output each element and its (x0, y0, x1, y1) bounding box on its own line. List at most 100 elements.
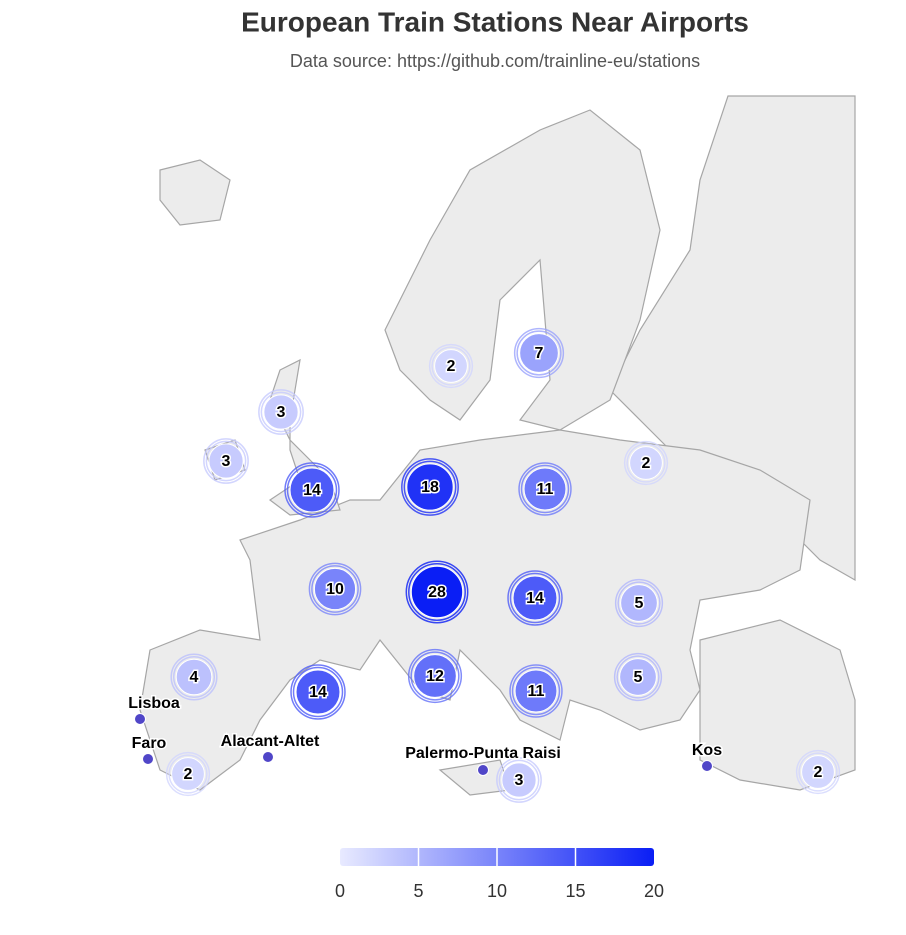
cluster-ring (292, 666, 344, 718)
cluster-label: 11 (537, 481, 554, 498)
cluster (413, 654, 457, 698)
cluster-ring (626, 443, 666, 483)
cluster-ring (798, 752, 838, 792)
cluster-ring (260, 391, 302, 433)
cluster-ring (511, 666, 561, 716)
cluster-label: 2 (642, 455, 651, 472)
cluster (523, 467, 567, 511)
cluster (801, 755, 835, 789)
cluster-label: 2 (184, 766, 193, 783)
tick-label: 0 (335, 881, 345, 901)
cluster-ring (431, 346, 471, 386)
tick-label: 5 (413, 881, 423, 901)
cluster (512, 575, 558, 621)
cluster-ring (284, 462, 340, 518)
color-axis: 0 5 10 15 20 (335, 848, 664, 901)
cluster-ring (516, 330, 562, 376)
cluster-ring (509, 572, 561, 624)
point-label: Kos (692, 742, 722, 759)
cluster-label: 10 (326, 581, 344, 598)
cluster (434, 349, 468, 383)
cluster-label: 5 (634, 669, 643, 686)
cluster (620, 584, 658, 622)
cluster-ring (616, 655, 660, 699)
title: European Train Stations Near Airports (241, 6, 749, 37)
cluster-label: 14 (309, 684, 327, 701)
tick-label: 20 (644, 881, 664, 901)
point-label: Palermo-Punta Raisi (405, 745, 561, 762)
cluster-label: 3 (222, 453, 231, 470)
cluster (406, 463, 454, 511)
point (701, 760, 713, 772)
clusters: 2 7 3 3 14 18 11 2 10 28 14 5 4 14 12 11 5 2 3 2 (165, 327, 841, 803)
cluster (208, 443, 244, 479)
cluster-ring (509, 664, 563, 718)
cluster-ring (172, 655, 216, 699)
cluster-ring (795, 749, 841, 795)
cluster (519, 333, 559, 373)
cluster-ring (518, 462, 572, 516)
cluster-label: 14 (526, 590, 544, 607)
cluster (514, 669, 558, 713)
cluster-label: 3 (515, 772, 524, 789)
cluster-ring (496, 757, 542, 803)
point (262, 751, 274, 763)
cluster-label: 28 (428, 584, 446, 601)
cluster-label: 2 (814, 764, 823, 781)
cluster-label: 2 (447, 358, 456, 375)
cluster-label: 14 (303, 482, 321, 499)
cluster (410, 565, 464, 619)
cluster-ring (401, 458, 459, 516)
cluster-label: 5 (635, 595, 644, 612)
cluster-label: 18 (421, 479, 439, 496)
cluster-ring (428, 343, 474, 389)
cluster-ring (170, 653, 218, 701)
cluster-label: 4 (190, 669, 199, 686)
cluster-ring (613, 652, 663, 702)
cluster-ring (165, 751, 211, 797)
cluster-ring (405, 560, 469, 624)
cluster-ring (498, 759, 540, 801)
cluster-ring (168, 754, 208, 794)
cluster-label: 12 (426, 668, 444, 685)
cluster-ring (203, 438, 249, 484)
cluster-ring (290, 664, 346, 720)
point-label: Lisboa (128, 695, 180, 712)
cluster-ring (286, 464, 338, 516)
cluster-ring (513, 327, 565, 379)
cluster (263, 394, 299, 430)
cluster (289, 467, 335, 513)
cluster (175, 658, 213, 696)
subtitle: Data source: https://github.com/trainlin… (290, 51, 700, 71)
cluster-ring (623, 440, 669, 486)
tick-label: 15 (565, 881, 585, 901)
cluster-ring (311, 565, 359, 613)
cluster-ring (614, 578, 664, 628)
cluster (619, 658, 657, 696)
cluster-ring (407, 648, 463, 704)
cluster (501, 762, 537, 798)
point (134, 713, 146, 725)
cluster-label: 3 (277, 404, 286, 421)
point (477, 764, 489, 776)
points: Lisboa Faro Alacant-Altet Palermo-Punta Rai… (127, 694, 724, 776)
point (142, 753, 154, 765)
cluster-ring (520, 464, 570, 514)
cluster-ring (205, 440, 247, 482)
cluster-ring (308, 562, 362, 616)
cluster-ring (410, 651, 460, 701)
tick-label: 10 (487, 881, 507, 901)
cluster (171, 757, 205, 791)
point-label: Alacant-Altet (221, 733, 320, 750)
cluster (313, 567, 357, 611)
cluster (295, 669, 341, 715)
cluster-ring (617, 581, 661, 625)
point-label: Faro (132, 735, 167, 752)
cluster-ring (507, 570, 563, 626)
cluster-ring (258, 389, 304, 435)
cluster-label: 7 (535, 345, 544, 362)
cluster-ring (403, 460, 457, 514)
cluster-ring (408, 563, 466, 621)
map-land (139, 95, 856, 796)
